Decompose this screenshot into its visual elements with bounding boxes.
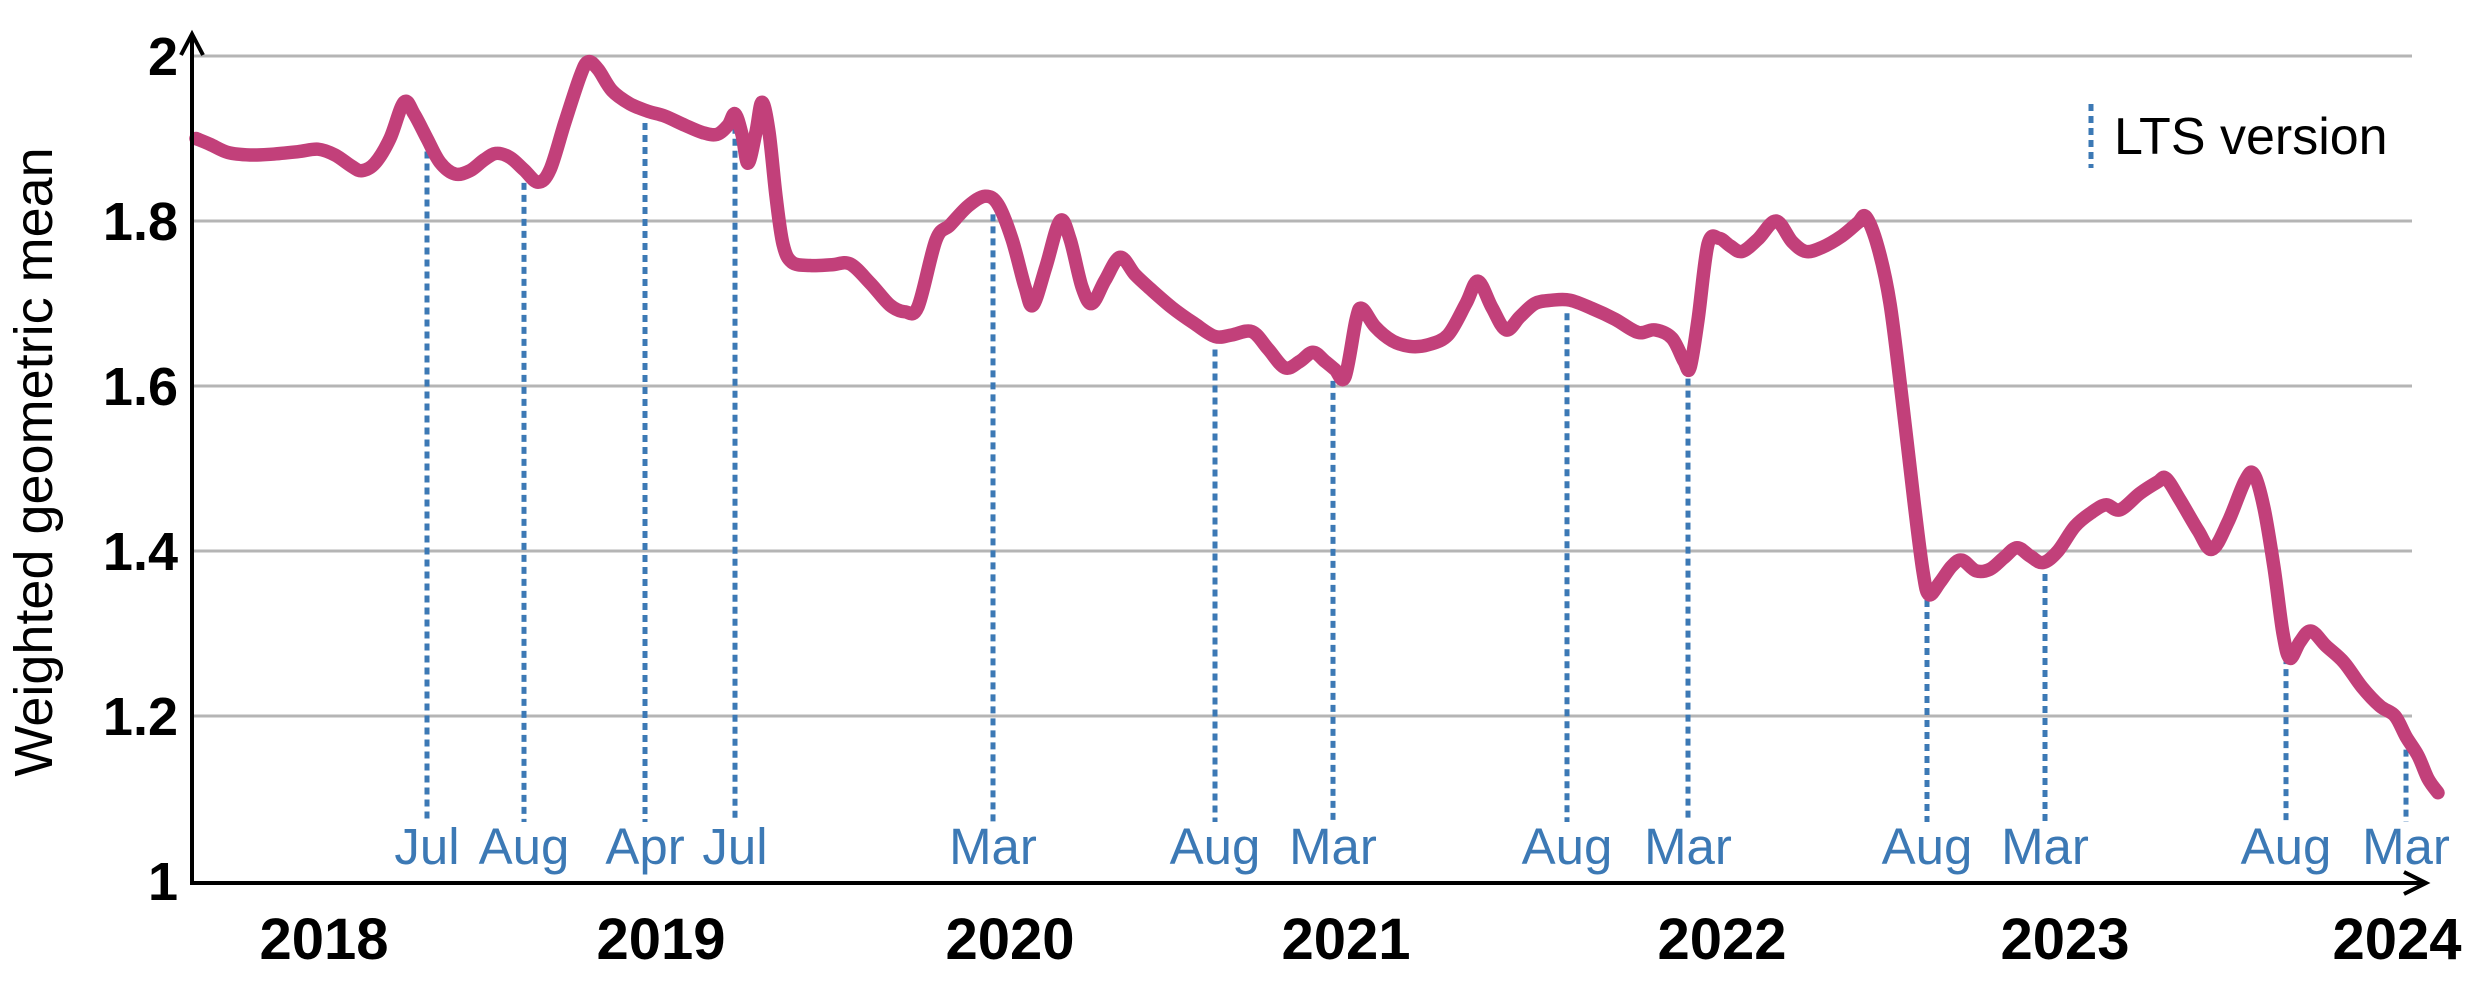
x-year-label: 2023 [2000, 907, 2129, 972]
y-tick-label: 1.4 [103, 522, 178, 582]
y-tick-label: 1 [148, 852, 178, 912]
legend-label: LTS version [2114, 108, 2388, 166]
lts-month-label: Aug [479, 818, 570, 875]
lts-month-label: Aug [1522, 818, 1613, 875]
y-tick-label: 1.2 [103, 687, 178, 747]
x-year-label: 2018 [259, 907, 388, 972]
lts-month-label: Mar [949, 818, 1037, 875]
lts-month-label: Mar [1644, 818, 1732, 875]
x-year-label: 2022 [1657, 907, 1786, 972]
y-axis-title: Weighted geometric mean [4, 147, 64, 776]
x-year-label: 2019 [596, 907, 725, 972]
lts-month-label: Apr [605, 818, 684, 875]
x-year-label: 2021 [1281, 907, 1410, 972]
x-axis-arrowhead [2403, 870, 2431, 896]
y-tick-label: 2 [148, 27, 178, 87]
series-line [189, 54, 2445, 800]
x-year-label: 2020 [945, 907, 1074, 972]
lts-month-label: Jul [394, 818, 459, 875]
lts-month-label: Aug [1170, 818, 1261, 875]
lts-month-label: Aug [1882, 818, 1973, 875]
y-axis-arrowhead [179, 29, 205, 56]
lts-month-label: Mar [2001, 818, 2089, 875]
lts-month-label: Jul [702, 818, 767, 875]
lts-month-label: Mar [2362, 818, 2450, 875]
legend: LTS version [2088, 104, 2388, 168]
y-tick-label: 1.8 [103, 192, 178, 252]
lts-month-label: Aug [2241, 818, 2332, 875]
y-tick-label: 1.6 [103, 357, 178, 417]
lts-month-label: Mar [1289, 818, 1377, 875]
x-year-label: 2024 [2332, 907, 2461, 972]
